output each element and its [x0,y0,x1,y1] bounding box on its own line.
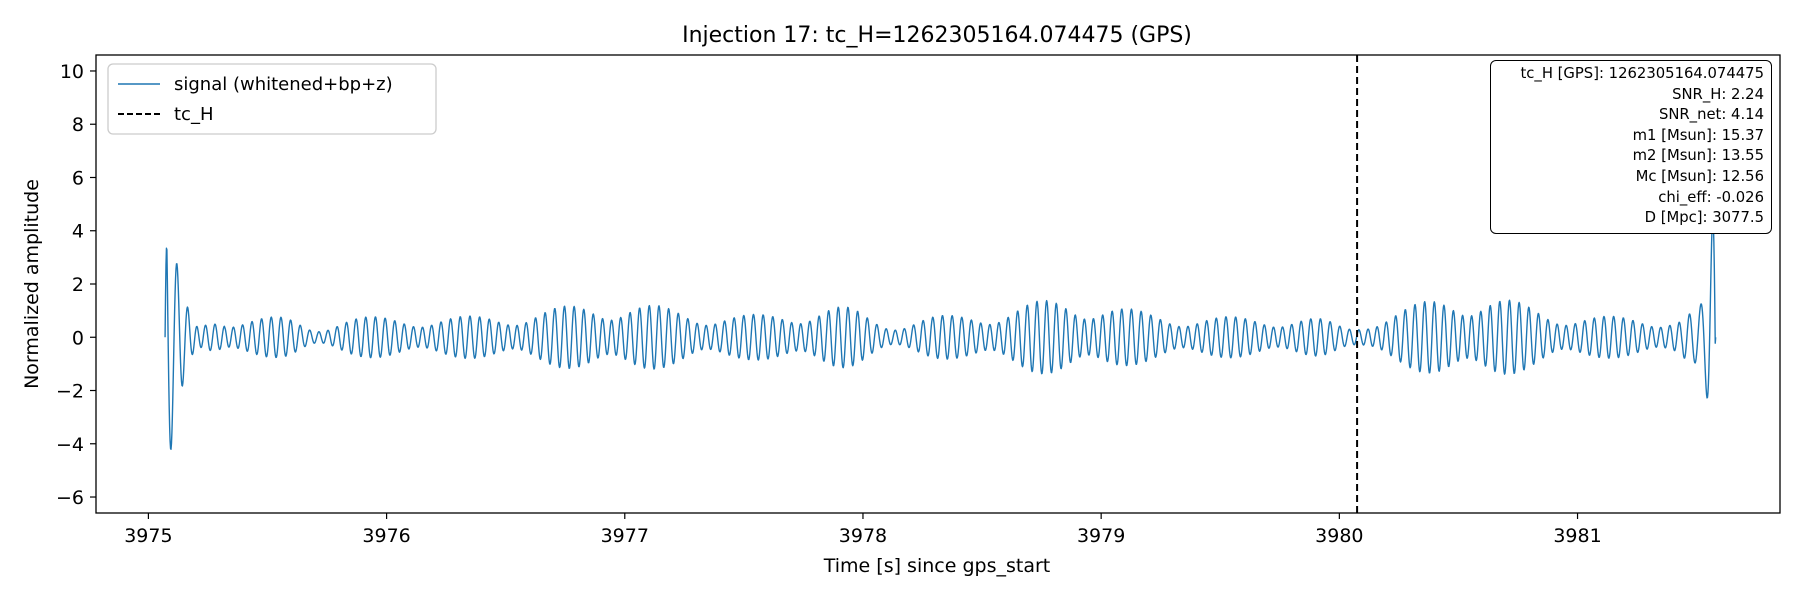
y-axis-label: Normalized amplitude [21,179,43,389]
y-tick-label: 6 [72,167,84,189]
signal-line [164,216,1717,450]
x-tick-label: 3978 [839,525,887,547]
y-tick-label: 8 [72,114,84,136]
y-tick-label: 2 [72,274,84,296]
legend-label-signal: signal (whitened+bp+z) [174,74,393,95]
param-line: SNR_net: 4.14 [1658,106,1764,124]
x-tick-label: 3975 [124,525,172,547]
y-tick-label: 4 [72,221,84,243]
y-tick-label: −2 [56,381,84,403]
signal-series [164,216,1717,450]
param-line: SNR_H: 2.24 [1672,85,1764,103]
y-tick-label: 10 [60,61,84,83]
param-line: tc_H [GPS]: 1262305164.074475 [1520,65,1764,82]
x-tick-label: 3980 [1315,525,1363,547]
y-tick-label: −6 [56,487,84,509]
x-tick-label: 3977 [601,525,649,547]
param-line: m2 [Msun]: 13.55 [1632,147,1764,165]
param-line: chi_eff: -0.026 [1658,188,1764,206]
legend-label-tc-h: tc_H [174,104,214,125]
param-line: Mc [Msun]: 12.56 [1635,167,1764,185]
parameter-annotation-box: tc_H [GPS]: 1262305164.074475 SNR_H: 2.2… [1490,60,1772,234]
y-tick-label: 0 [72,327,84,349]
y-tick-label: −4 [56,434,84,456]
chart-title: Injection 17: tc_H=1262305164.074475 (GP… [682,23,1192,48]
legend-frame [107,63,437,135]
param-line: m1 [Msun]: 15.37 [1632,126,1764,144]
x-tick-label: 3981 [1553,525,1601,547]
legend: signal (whitened+bp+z) tc_H [107,63,437,135]
x-axis-label: Time [s] since gps_start [823,555,1050,577]
x-tick-label: 3976 [362,525,410,547]
x-axis: 3975 3976 3977 3978 3979 3980 3981 [124,513,1602,547]
param-line: D [Mpc]: 3077.5 [1644,209,1764,227]
x-tick-label: 3979 [1077,525,1125,547]
y-axis: −6 −4 −2 0 2 4 6 8 10 [56,61,96,509]
